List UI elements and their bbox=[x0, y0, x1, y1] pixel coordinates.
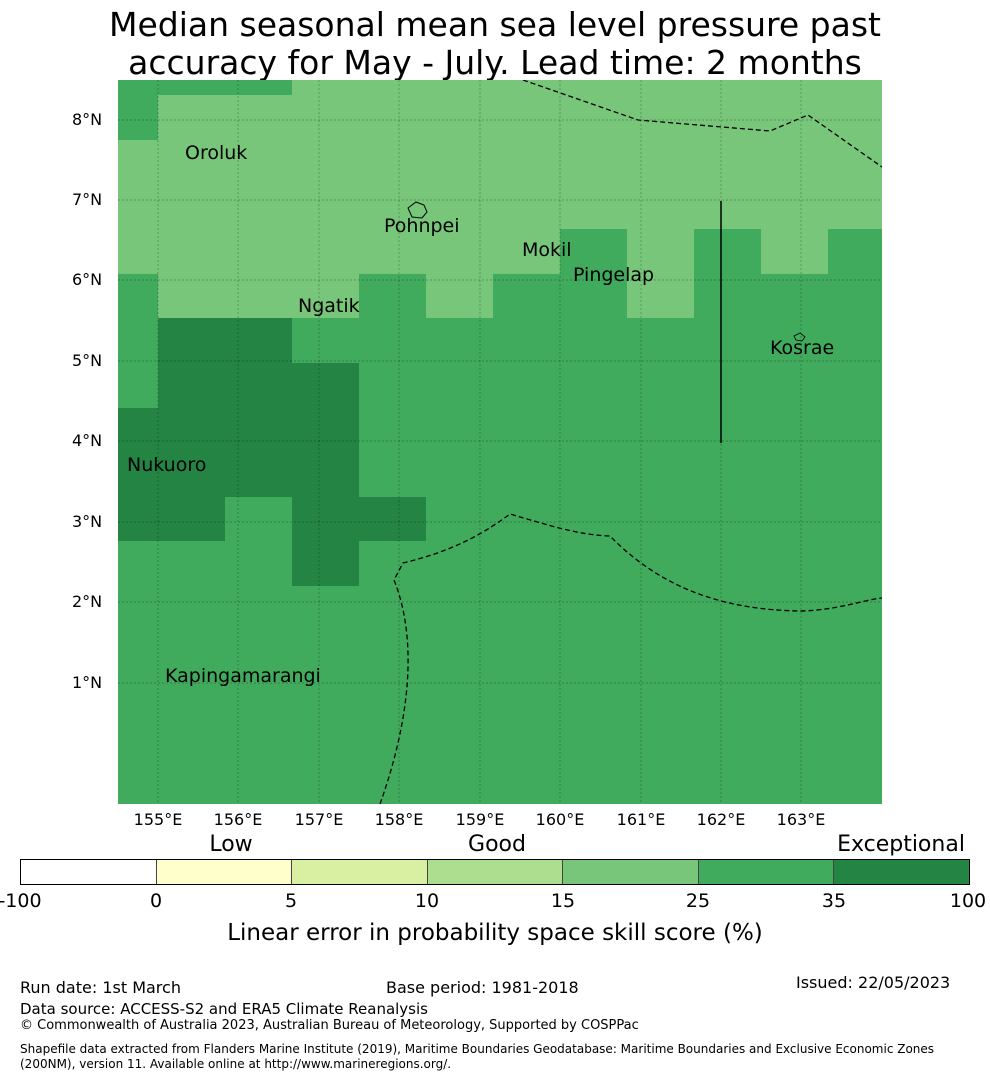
colorbar-tick: 10 bbox=[414, 890, 440, 912]
lon-label: 158°E bbox=[374, 810, 424, 829]
place-pohnpei: Pohnpei bbox=[384, 215, 460, 237]
colorbar-segment bbox=[292, 860, 428, 884]
map-title: Median seasonal mean sea level pressure … bbox=[0, 6, 990, 82]
copyright: © Commonwealth of Australia 2023, Austra… bbox=[20, 1018, 639, 1033]
lon-label: 160°E bbox=[535, 810, 585, 829]
lon-label: 156°E bbox=[213, 810, 263, 829]
place-ngatik: Ngatik bbox=[298, 295, 360, 317]
place-mokil: Mokil bbox=[522, 239, 572, 261]
colorbar-segment bbox=[21, 860, 157, 884]
lat-label: 2°N bbox=[72, 592, 103, 611]
lat-label: 1°N bbox=[72, 673, 103, 692]
category-good: Good bbox=[468, 832, 526, 857]
place-pingelap: Pingelap bbox=[573, 264, 655, 286]
good-mid-region bbox=[118, 80, 882, 318]
issued-date: Issued: 22/05/2023 bbox=[796, 973, 951, 992]
title-line-1: Median seasonal mean sea level pressure … bbox=[109, 5, 881, 44]
skill-map: Oroluk Pohnpei Mokil Pingelap Ngatik Kos… bbox=[118, 80, 882, 804]
lon-label: 159°E bbox=[455, 810, 505, 829]
colorbar-segment bbox=[834, 860, 970, 884]
title-line-2: accuracy for May - July. Lead time: 2 mo… bbox=[128, 43, 862, 82]
shapefile-credit: Shapefile data extracted from Flanders M… bbox=[20, 1042, 935, 1071]
colorbar-tick: 0 bbox=[149, 890, 163, 912]
eez-boundaries bbox=[379, 80, 882, 804]
good-high-patches bbox=[118, 80, 882, 318]
category-low: Low bbox=[209, 832, 253, 857]
data-source: Data source: ACCESS-S2 and ERA5 Climate … bbox=[20, 1000, 428, 1018]
lon-label: 157°E bbox=[294, 810, 344, 829]
place-nukuoro: Nukuoro bbox=[127, 454, 207, 476]
lat-label: 6°N bbox=[72, 270, 103, 289]
map-canvas bbox=[118, 80, 882, 804]
colorbar-segment bbox=[156, 860, 293, 884]
colorbar-segment bbox=[427, 860, 564, 884]
lat-label: 5°N bbox=[72, 351, 103, 370]
colorbar-tick: 25 bbox=[685, 890, 711, 912]
kosrae-island-icon bbox=[793, 332, 806, 342]
graticule bbox=[118, 80, 882, 804]
colorbar-tick: 5 bbox=[284, 890, 298, 912]
exceptional-region bbox=[118, 318, 426, 586]
run-date: Run date: 1st March bbox=[20, 978, 181, 997]
lat-label: 3°N bbox=[72, 512, 103, 531]
colorbar-segment bbox=[563, 860, 699, 884]
colorbar-title: Linear error in probability space skill … bbox=[227, 920, 763, 946]
lat-label: 7°N bbox=[72, 190, 103, 209]
colorbar-tick: 15 bbox=[550, 890, 576, 912]
colorbar-tick: -100 bbox=[0, 890, 42, 912]
place-oroluk: Oroluk bbox=[185, 142, 248, 164]
colorbar-tick: 100 bbox=[949, 890, 987, 912]
lon-label: 163°E bbox=[776, 810, 826, 829]
colorbar-tick: 35 bbox=[821, 890, 847, 912]
lon-label: 162°E bbox=[696, 810, 746, 829]
colorbar-segment bbox=[698, 860, 835, 884]
colorbar bbox=[20, 859, 970, 885]
lon-label: 155°E bbox=[133, 810, 183, 829]
lon-label: 161°E bbox=[616, 810, 666, 829]
pohnpei-island-icon bbox=[407, 201, 428, 219]
lat-label: 4°N bbox=[72, 431, 103, 450]
category-exceptional: Exceptional bbox=[837, 832, 965, 857]
base-period: Base period: 1981-2018 bbox=[386, 978, 579, 997]
place-kosrae: Kosrae bbox=[770, 337, 835, 359]
place-kapingamarangi: Kapingamarangi bbox=[165, 665, 321, 687]
lat-label: 8°N bbox=[72, 110, 103, 129]
